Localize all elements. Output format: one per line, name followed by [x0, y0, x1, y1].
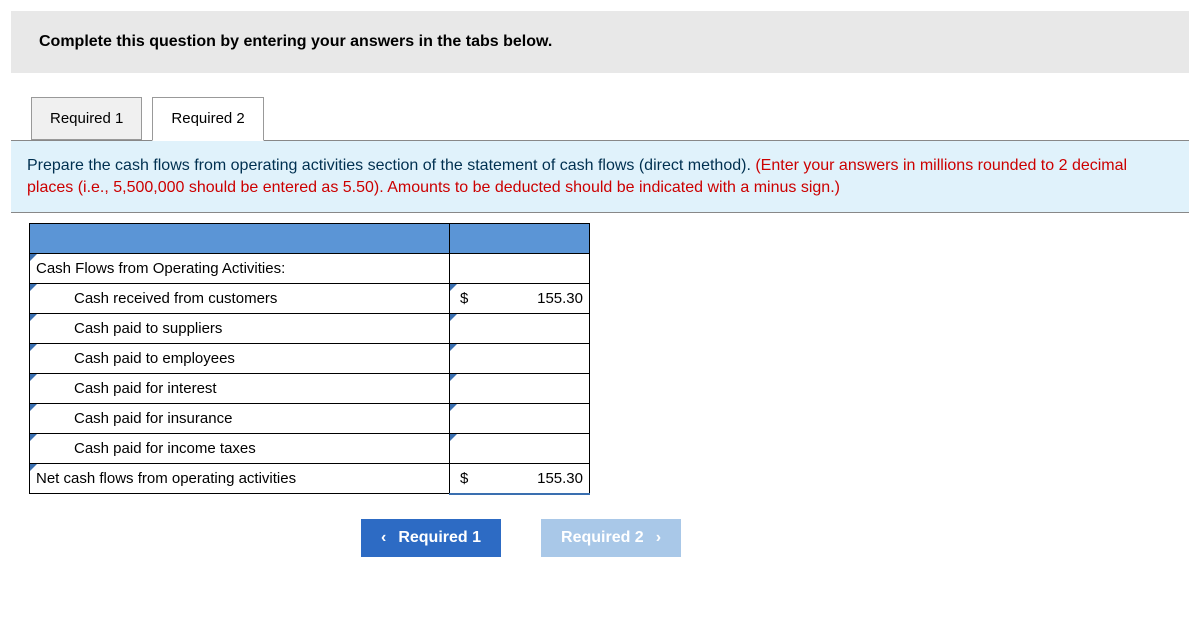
dropdown-indicator-icon: [30, 314, 37, 321]
dropdown-indicator-icon: [30, 284, 37, 291]
table-row: Cash paid for income taxes: [30, 434, 590, 464]
header-row: [30, 224, 590, 254]
row-label-cell[interactable]: Cash received from customers: [30, 284, 450, 314]
tab-label: Required 1: [50, 110, 123, 127]
header-cell[interactable]: [30, 224, 450, 254]
row-label: Cash paid for insurance: [74, 410, 232, 427]
row-label-cell[interactable]: Cash paid for insurance: [30, 404, 450, 434]
row-value: [583, 350, 585, 367]
dropdown-indicator-icon: [450, 404, 457, 411]
tab-required-2[interactable]: Required 2: [152, 97, 263, 141]
table-row: Cash paid for interest: [30, 374, 590, 404]
total-value: 155.30: [537, 470, 585, 487]
dropdown-indicator-icon: [450, 344, 457, 351]
row-value: [583, 410, 585, 427]
tab-row: Required 1 Required 2: [11, 97, 1189, 140]
row-label: Cash paid to suppliers: [74, 320, 222, 337]
tab-label: Required 2: [171, 110, 244, 127]
row-label: Cash paid to employees: [74, 350, 235, 367]
row-value-cell[interactable]: [450, 404, 590, 434]
dropdown-indicator-icon: [450, 374, 457, 381]
chevron-right-icon: ›: [656, 529, 661, 547]
section-header-label: Cash Flows from Operating Activities:: [36, 260, 285, 277]
row-label: Cash received from customers: [74, 290, 277, 307]
row-value: [583, 440, 585, 457]
dropdown-indicator-icon: [30, 254, 37, 261]
row-value-cell[interactable]: [450, 344, 590, 374]
dropdown-indicator-icon: [30, 374, 37, 381]
section-header-row: Cash Flows from Operating Activities:: [30, 254, 590, 284]
row-value-cell[interactable]: [450, 434, 590, 464]
dropdown-indicator-icon: [30, 404, 37, 411]
row-label-cell[interactable]: Cash paid to employees: [30, 344, 450, 374]
currency-symbol: $: [460, 290, 468, 307]
prev-button[interactable]: ‹ Required 1: [361, 519, 501, 557]
nav-row: ‹ Required 1 Required 2 ›: [361, 519, 1189, 557]
next-button-label: Required 2: [561, 529, 644, 547]
total-value-cell[interactable]: $ 155.30: [450, 464, 590, 494]
dropdown-indicator-icon: [30, 464, 37, 471]
total-label-cell[interactable]: Net cash flows from operating activities: [30, 464, 450, 494]
table-row: Cash received from customers $ 155.30: [30, 284, 590, 314]
table-row: Cash paid for insurance: [30, 404, 590, 434]
row-value: 155.30: [537, 290, 585, 307]
dropdown-indicator-icon: [30, 434, 37, 441]
row-label: Cash paid for interest: [74, 380, 217, 397]
row-value-cell[interactable]: $ 155.30: [450, 284, 590, 314]
instruction-text: Complete this question by entering your …: [39, 33, 552, 50]
row-value: [583, 320, 585, 337]
row-value: [583, 380, 585, 397]
next-button[interactable]: Required 2 ›: [541, 519, 681, 557]
row-label-cell[interactable]: Cash paid for income taxes: [30, 434, 450, 464]
currency-symbol: $: [460, 470, 468, 487]
instruction-bar: Complete this question by entering your …: [11, 11, 1189, 73]
row-value-cell[interactable]: [450, 314, 590, 344]
cashflow-table: Cash Flows from Operating Activities: Ca…: [29, 223, 590, 495]
chevron-left-icon: ‹: [381, 529, 386, 547]
dropdown-indicator-icon: [450, 284, 457, 291]
dropdown-indicator-icon: [450, 434, 457, 441]
row-value-cell[interactable]: [450, 374, 590, 404]
tab-required-1[interactable]: Required 1: [31, 97, 142, 140]
dropdown-indicator-icon: [30, 344, 37, 351]
table-row: Cash paid to suppliers: [30, 314, 590, 344]
prev-button-label: Required 1: [398, 529, 481, 547]
section-header-cell[interactable]: Cash Flows from Operating Activities:: [30, 254, 450, 284]
total-row: Net cash flows from operating activities…: [30, 464, 590, 494]
row-label-cell[interactable]: Cash paid to suppliers: [30, 314, 450, 344]
worksheet: Cash Flows from Operating Activities: Ca…: [29, 223, 1189, 495]
question-panel: Prepare the cash flows from operating ac…: [11, 140, 1189, 213]
dropdown-indicator-icon: [450, 314, 457, 321]
panel-main-text: Prepare the cash flows from operating ac…: [27, 157, 755, 174]
total-label: Net cash flows from operating activities: [36, 470, 296, 487]
row-label: Cash paid for income taxes: [74, 440, 256, 457]
header-cell[interactable]: [450, 224, 590, 254]
empty-value-cell[interactable]: [450, 254, 590, 284]
row-label-cell[interactable]: Cash paid for interest: [30, 374, 450, 404]
table-row: Cash paid to employees: [30, 344, 590, 374]
